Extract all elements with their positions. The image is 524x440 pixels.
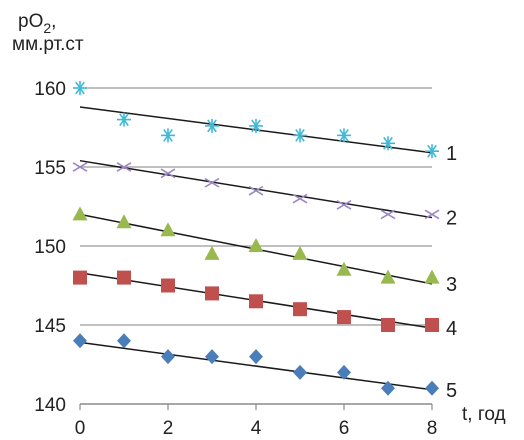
data-point xyxy=(117,270,131,285)
data-point xyxy=(160,168,176,179)
data-point xyxy=(248,238,264,252)
data-point xyxy=(161,128,175,143)
data-point xyxy=(116,214,132,229)
data-point xyxy=(72,206,88,221)
data-point xyxy=(73,81,87,95)
data-point xyxy=(380,269,396,284)
data-point xyxy=(292,245,308,260)
x-tick-label: 6 xyxy=(339,418,350,439)
data-point xyxy=(425,318,439,332)
x-tick-label: 0 xyxy=(75,418,86,439)
y-axis-unit: мм.рт.ст xyxy=(12,34,84,55)
data-point xyxy=(425,144,439,159)
x-tick-label: 2 xyxy=(163,418,174,439)
data-point xyxy=(205,349,219,365)
data-point xyxy=(381,318,395,332)
data-point xyxy=(336,200,352,210)
data-point xyxy=(424,209,440,220)
data-point xyxy=(336,261,352,276)
data-point xyxy=(160,222,176,237)
data-point xyxy=(337,310,351,325)
x-tick-label: 8 xyxy=(427,418,438,439)
trend-line-5 xyxy=(79,341,433,391)
series-label-4: 4 xyxy=(446,318,457,340)
y-tick-label: 145 xyxy=(34,316,66,337)
data-point xyxy=(205,118,219,133)
y-tick-label: 160 xyxy=(34,79,66,100)
series-label-1: 1 xyxy=(446,143,457,165)
data-point xyxy=(73,333,87,349)
labels: pO2, мм.рт.ст t, год xyxy=(12,11,506,425)
series-label-5: 5 xyxy=(446,380,457,402)
data-point xyxy=(205,286,219,301)
data-point xyxy=(381,380,395,396)
data-point xyxy=(293,302,307,317)
data-point xyxy=(204,177,220,188)
data-point xyxy=(425,380,439,396)
y-tick-label: 150 xyxy=(34,237,66,258)
data-point xyxy=(73,270,87,285)
y-axis-title-suffix: , xyxy=(51,11,56,32)
data-point xyxy=(117,112,131,127)
data-point xyxy=(337,128,351,143)
y-axis-title-subscript: 2 xyxy=(43,20,51,36)
data-point xyxy=(161,349,175,365)
data-point xyxy=(116,162,132,172)
data-point xyxy=(204,245,220,260)
y-tick-label: 140 xyxy=(34,395,66,416)
data-point xyxy=(249,118,263,133)
data-point xyxy=(248,185,264,196)
trend-line-2 xyxy=(79,159,433,219)
axes: 140 145 150 155 160 0 2 4 6 8 1 2 3 4 5 xyxy=(34,79,457,439)
data-point xyxy=(424,269,440,284)
data-point xyxy=(293,128,307,143)
data-point xyxy=(380,209,396,220)
data-point xyxy=(249,349,263,365)
y-tick-label: 155 xyxy=(34,158,66,179)
data-point xyxy=(337,364,351,380)
y-axis-title-main: pO xyxy=(18,11,43,32)
x-axis-title: t, год xyxy=(462,404,506,425)
data-point xyxy=(293,364,307,380)
data-point xyxy=(117,333,131,349)
data-point xyxy=(72,162,88,172)
x-tick-label: 4 xyxy=(251,418,262,439)
data-point xyxy=(381,136,395,151)
y-axis-title: pO2, xyxy=(18,11,56,36)
data-point xyxy=(292,193,308,204)
data-point xyxy=(161,278,175,293)
data-markers xyxy=(72,81,440,396)
data-point xyxy=(249,294,263,309)
series-label-2: 2 xyxy=(446,208,457,230)
series-label-3: 3 xyxy=(446,274,457,296)
grid-lines xyxy=(80,87,432,326)
